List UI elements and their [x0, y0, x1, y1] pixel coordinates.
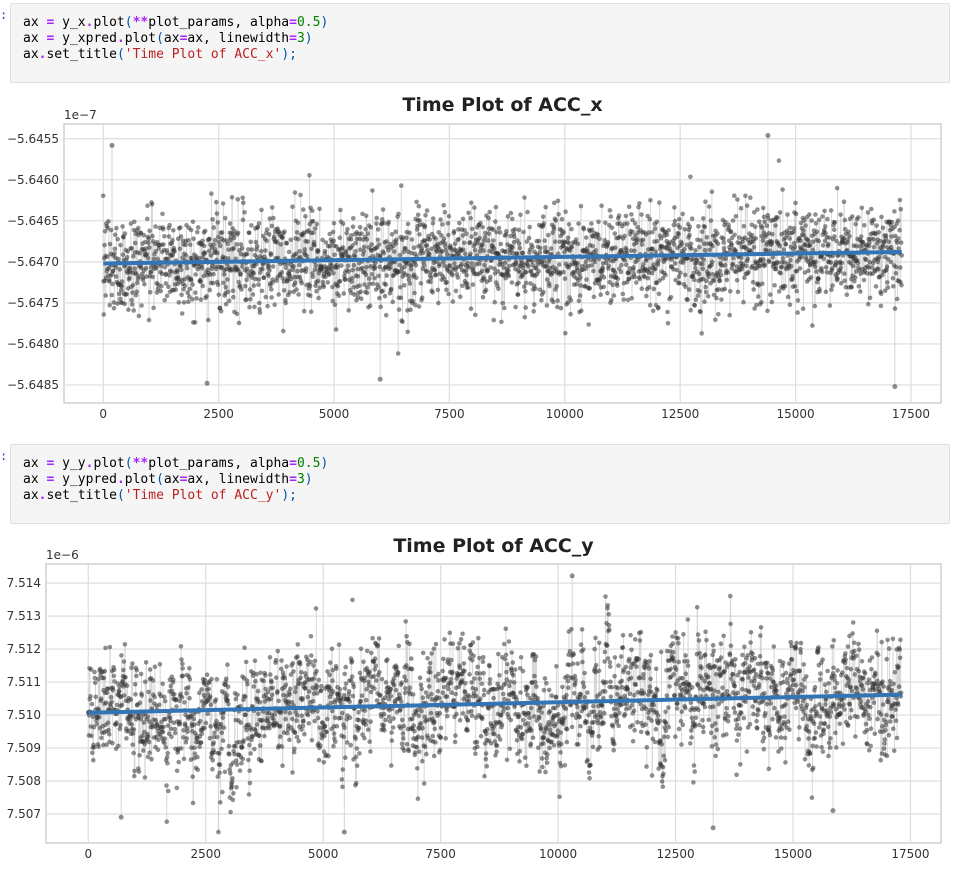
y-tick-label: 7.509: [7, 741, 41, 755]
chart-acc-x: Time Plot of ACC_x 1e−7 0 2500 5000 7500 10000…: [0, 85, 960, 430]
x-tick-label: 10000: [546, 407, 584, 421]
code-line: ax.set_title('Time Plot of ACC_x');: [23, 47, 328, 63]
y-tick-label: −5.6470: [7, 255, 59, 269]
y-tick-label: 7.510: [7, 708, 41, 722]
x-tick-label: 12500: [656, 847, 694, 861]
cell-2-prompt: :: [0, 449, 8, 463]
y-tick-label: 7.507: [7, 807, 41, 821]
y-tick-label: 7.513: [7, 609, 41, 623]
code-cell-1-source[interactable]: ax = y_x.plot(**plot_params, alpha=0.5)a…: [23, 15, 328, 63]
extreme-point: [342, 830, 347, 835]
x-tick-label: 5000: [308, 847, 339, 861]
y-tick-label: −5.6480: [7, 337, 59, 351]
chart-acc-y: Time Plot of ACC_y 1e−6 0 2500 5000 7500 10000…: [0, 528, 960, 876]
code-line: ax.set_title('Time Plot of ACC_y');: [23, 488, 328, 504]
y-tick-label: −5.6460: [7, 173, 59, 187]
extreme-point: [205, 381, 210, 386]
code-line: ax = y_ypred.plot(ax=ax, linewidth=3): [23, 472, 328, 488]
extreme-point: [892, 384, 897, 389]
y-tick-label: −5.6455: [7, 132, 59, 146]
x-tick-label: 2500: [190, 847, 221, 861]
x-tick-label: 17500: [892, 407, 930, 421]
x-tick-label: 7500: [425, 847, 456, 861]
y-tick-label: 7.514: [7, 576, 41, 590]
x-tick-label: 5000: [319, 407, 350, 421]
x-tick-label: 12500: [661, 407, 699, 421]
y-tick-label: 7.512: [7, 642, 41, 656]
extreme-point: [830, 808, 835, 813]
y-tick-label: −5.6465: [7, 214, 59, 228]
y-tick-label: 7.511: [7, 675, 41, 689]
code-line: ax = y_xpred.plot(ax=ax, linewidth=3): [23, 31, 328, 47]
y-offset-label: 1e−7: [64, 108, 97, 122]
extreme-point: [378, 377, 383, 382]
code-cell-2-source[interactable]: ax = y_y.plot(**plot_params, alpha=0.5)a…: [23, 456, 328, 504]
y-tick-label: −5.6485: [7, 378, 59, 392]
y-tick-label: −5.6475: [7, 296, 59, 310]
extreme-point: [765, 133, 770, 138]
x-tick-label: 0: [99, 407, 107, 421]
x-tick-label: 7500: [434, 407, 465, 421]
chart-acc-x-svg: Time Plot of ACC_x 1e−7 0 2500 5000 7500 10000…: [0, 85, 960, 430]
cell-1-prompt: :: [0, 8, 8, 22]
code-cell-1[interactable]: ax = y_x.plot(**plot_params, alpha=0.5)a…: [10, 3, 950, 83]
chart-acc-y-svg: Time Plot of ACC_y 1e−6 0 2500 5000 7500 10000…: [0, 528, 960, 876]
x-tick-label: 0: [84, 847, 92, 861]
extreme-point: [119, 815, 124, 820]
chart-title: Time Plot of ACC_x: [402, 94, 602, 116]
code-cell-2[interactable]: ax = y_y.plot(**plot_params, alpha=0.5)a…: [10, 444, 950, 524]
extreme-point: [570, 573, 575, 578]
x-tick-label: 17500: [891, 847, 929, 861]
code-line: ax = y_x.plot(**plot_params, alpha=0.5): [23, 15, 328, 31]
chart-title: Time Plot of ACC_y: [393, 535, 594, 557]
x-tick-label: 10000: [539, 847, 577, 861]
x-tick-label: 15000: [777, 407, 815, 421]
x-tick-label: 2500: [203, 407, 234, 421]
y-offset-label: 1e−6: [46, 548, 79, 562]
y-tick-label: 7.508: [7, 774, 41, 788]
x-tick-label: 15000: [774, 847, 812, 861]
extreme-point: [110, 143, 115, 148]
code-line: ax = y_y.plot(**plot_params, alpha=0.5): [23, 456, 328, 472]
extreme-point: [711, 825, 716, 830]
